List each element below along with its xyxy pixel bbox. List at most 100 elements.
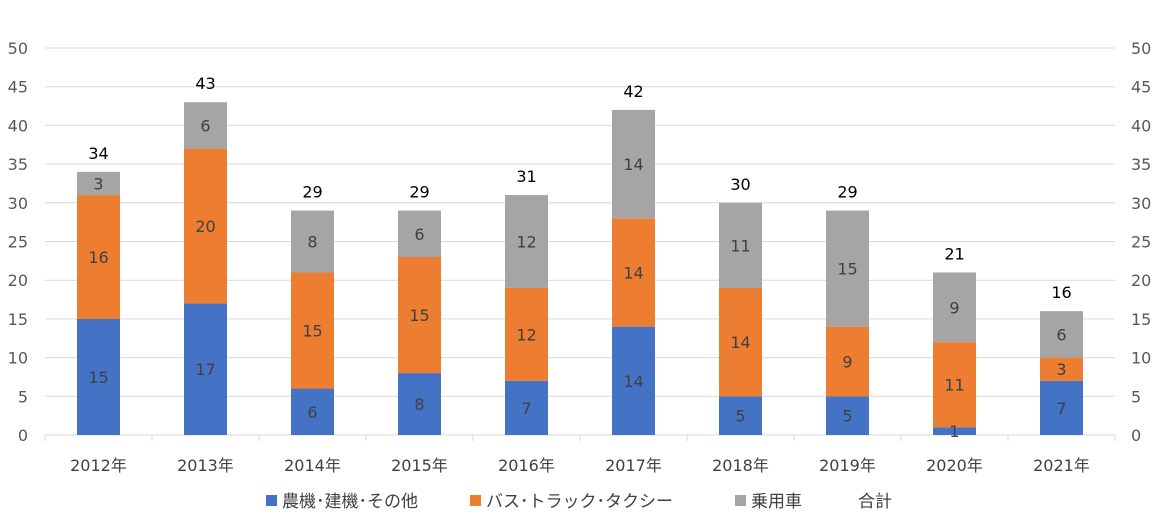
bar-segment [933,427,976,435]
data-label: 12 [516,325,536,344]
bar-segment [398,210,441,257]
bar-segment [291,272,334,389]
bar-segment [505,380,548,435]
bar-segment [719,287,762,397]
total-label: 43 [195,74,215,93]
y-tick-label-left: 40 [8,116,28,135]
legend-swatch [735,495,746,506]
y-tick-label-right: 35 [1131,155,1151,174]
data-label: 20 [195,217,215,236]
total-label: 42 [623,82,643,101]
data-label: 16 [88,248,108,267]
data-label: 8 [307,233,317,252]
total-label: 31 [516,167,536,186]
y-tick-label-left: 50 [8,39,28,58]
bar-segment [933,342,976,428]
legend-label: 農機･建機･その他 [282,492,418,512]
data-label: 15 [837,260,857,279]
data-label: 14 [623,155,643,174]
data-label: 9 [949,298,959,317]
bar-segment [719,396,762,435]
bar-segment [291,388,334,435]
data-labels: 1516334172064361582981562971212311414144… [88,74,1071,441]
data-label: 7 [1056,399,1066,418]
bar-segment [612,218,655,327]
legend-label: バス･トラック･タクシー [486,492,673,512]
y-tick-label-left: 30 [8,194,28,213]
bar-segment [1040,311,1083,358]
data-label: 14 [730,333,750,352]
y-tick-label-left: 5 [18,387,28,406]
bar-segment [184,303,227,435]
bars [77,102,1083,435]
y-tick-label-left: 20 [8,271,28,290]
bar-segment [719,202,762,288]
x-tick-label: 2019年 [819,456,876,475]
y-tick-label-right: 15 [1131,310,1151,329]
data-label: 3 [1056,360,1066,379]
y-tick-label-right: 25 [1131,233,1151,252]
data-label: 6 [200,116,210,135]
bar-segment [612,109,655,219]
x-tick-label: 2013年 [177,456,234,475]
y-tick-label-right: 20 [1131,271,1151,290]
data-label: 5 [842,407,852,426]
data-label: 12 [516,233,536,252]
bar-segment [77,171,120,196]
y-tick-label-right: 0 [1131,426,1141,445]
data-label: 17 [195,360,215,379]
y-tick-label-right: 50 [1131,39,1151,58]
bar-segment [933,272,976,343]
x-tick-label: 2012年 [70,456,127,475]
bar-segment [612,326,655,435]
total-label: 34 [88,144,108,163]
bar-segment [77,195,120,319]
bar-segment [291,210,334,273]
data-label: 11 [944,376,964,395]
bar-segment [398,373,441,435]
data-label: 15 [409,306,429,325]
bar-segment [826,210,869,327]
data-label: 15 [302,322,322,341]
data-label: 11 [730,236,750,255]
bar-segment [184,102,227,149]
data-label: 7 [521,399,531,418]
total-label: 29 [409,183,429,202]
y-tick-label-right: 5 [1131,387,1141,406]
bar-segment [184,148,227,304]
data-label: 1 [949,422,959,441]
x-tick-label: 2016年 [498,456,555,475]
x-tick-label: 2018年 [712,456,769,475]
x-tick-label: 2014年 [284,456,341,475]
total-label: 16 [1051,283,1071,302]
y-tick-label-right: 40 [1131,116,1151,135]
data-label: 14 [623,372,643,391]
data-label: 9 [842,352,852,371]
y-tick-label-left: 10 [8,349,28,368]
total-label: 29 [302,183,322,202]
y-tick-label-left: 35 [8,155,28,174]
x-tick-label: 2015年 [391,456,448,475]
total-label: 21 [944,244,964,263]
data-label: 14 [623,263,643,282]
data-label: 8 [414,395,424,414]
x-tick-label: 2021年 [1033,456,1090,475]
bar-segment [398,256,441,374]
legend-label: 合計 [858,492,892,512]
y-tick-label-left: 15 [8,310,28,329]
data-label: 6 [307,403,317,422]
y-tick-label-left: 25 [8,233,28,252]
legend-swatch [470,495,481,506]
y-tick-label-left: 0 [18,426,28,445]
bar-segment [505,287,548,381]
bar-segment [826,326,869,397]
x-tick-label: 2020年 [926,456,983,475]
data-label: 6 [1056,325,1066,344]
bar-segment [505,195,548,288]
bar-segment [77,318,120,435]
y-tick-label-left: 45 [8,78,28,97]
data-label: 6 [414,225,424,244]
total-label: 30 [730,175,750,194]
